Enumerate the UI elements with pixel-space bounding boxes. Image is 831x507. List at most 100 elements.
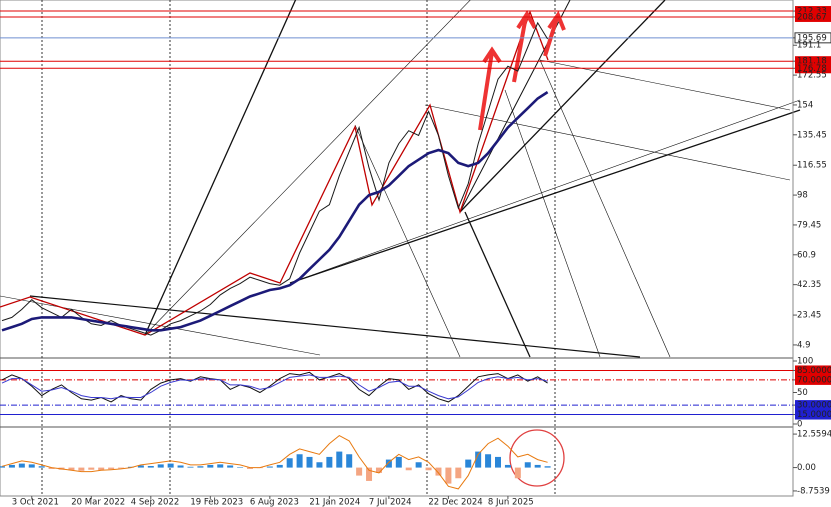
x-tick-label: 19 Feb 2023 xyxy=(190,498,243,507)
y-tick-label: 116.55 xyxy=(797,161,827,171)
tick-label-bg xyxy=(795,6,831,17)
y-tick-label: 15.0000 xyxy=(797,410,831,420)
tick-label-bg xyxy=(795,56,831,67)
histogram-bar xyxy=(346,454,353,468)
histogram-bar xyxy=(197,466,204,468)
histogram-bar xyxy=(524,462,531,468)
y-tick-label: 195.69 xyxy=(797,33,827,43)
y-tick-label: 42.35 xyxy=(797,280,821,290)
histogram-bar xyxy=(425,467,432,471)
y-tick-label: -8.7539 xyxy=(797,486,830,496)
tick-label-bg xyxy=(795,11,831,22)
period-separators xyxy=(41,0,556,496)
histogram-bar xyxy=(495,456,501,468)
histogram-bar xyxy=(514,467,521,479)
histogram-bar xyxy=(177,465,184,468)
y-tick-label: 79.45 xyxy=(797,220,821,230)
histogram-bar xyxy=(504,464,511,468)
histogram-bar xyxy=(108,467,115,470)
y-tick-label: 70.0000 xyxy=(797,375,831,385)
y-tick-label: 212.33 xyxy=(797,7,827,17)
tick-label-bg xyxy=(795,365,831,376)
histogram-bar xyxy=(98,467,105,471)
histogram-bar xyxy=(217,464,224,468)
x-tick-label: 7 Jul 2024 xyxy=(369,498,412,507)
histogram-bar xyxy=(187,466,194,468)
histogram-bar xyxy=(405,467,412,471)
y-tick-label: 191.1 xyxy=(797,41,821,51)
y-tick-label: 60.9 xyxy=(797,250,816,260)
y-tick-label: 30.0000 xyxy=(797,401,831,411)
y-tick-label: 208.67 xyxy=(797,12,827,22)
y-tick-label: 172.55 xyxy=(797,71,827,81)
arrows xyxy=(478,10,566,131)
histogram-bar xyxy=(227,465,234,468)
histogram-bar xyxy=(306,456,313,468)
x-tick-label: 6 Aug 2023 xyxy=(250,498,299,507)
series-line xyxy=(1,435,548,490)
histogram-bar xyxy=(68,467,75,471)
histogram-bar xyxy=(266,466,273,468)
histogram-bar xyxy=(544,466,551,468)
y-tick-label: 176.78 xyxy=(797,64,827,74)
y-tick-label: 181.18 xyxy=(797,57,827,67)
histogram-bar xyxy=(38,466,45,468)
y-tick-label: 135.45 xyxy=(797,130,827,140)
histogram-bar xyxy=(455,467,462,479)
histogram-bar xyxy=(445,467,452,484)
histogram-bar xyxy=(366,467,373,481)
tick-label-bg xyxy=(795,63,831,74)
histogram-bar xyxy=(207,464,214,468)
series-line xyxy=(1,91,549,332)
histogram-bar xyxy=(28,464,35,468)
x-tick-label: 4 Sep 2022 xyxy=(131,498,179,507)
x-tick-label: 3 Oct 2021 xyxy=(12,498,59,507)
histogram-bar xyxy=(118,467,125,469)
histogram-bar xyxy=(137,465,144,468)
histogram-bar xyxy=(0,466,5,468)
histogram-bar xyxy=(356,467,363,476)
x-tick-label: 22 Dec 2024 xyxy=(428,498,482,507)
series-line xyxy=(1,374,548,400)
histogram-bar xyxy=(88,467,95,470)
tick-label-bg xyxy=(795,409,831,420)
y-tick-label: 23.45 xyxy=(797,311,821,321)
histogram-bar xyxy=(167,463,174,468)
histogram-bar xyxy=(237,467,244,468)
histogram-bar xyxy=(435,467,442,476)
tick-label-bg xyxy=(795,400,831,411)
histogram-bar xyxy=(157,464,164,468)
histogram-bar xyxy=(78,467,85,471)
y-tick-label: 100 xyxy=(797,357,813,367)
histogram-bar xyxy=(247,467,253,469)
histogram-bar xyxy=(375,467,382,473)
histogram-bar xyxy=(395,456,402,468)
y-tick-label: 50 xyxy=(797,388,808,398)
x-tick-label: 20 Mar 2022 xyxy=(71,498,125,507)
histogram-bar xyxy=(48,467,55,469)
y-tick-label: 12.5594 xyxy=(797,430,831,440)
histogram-bar xyxy=(18,463,25,468)
x-tick-label: 21 Jan 2024 xyxy=(309,498,360,507)
histogram-bar xyxy=(286,458,293,468)
plot-frame xyxy=(0,0,794,497)
histogram-bar xyxy=(465,459,472,468)
histogram-bar xyxy=(147,465,154,468)
histogram-bar xyxy=(296,454,303,468)
y-tick-label: 0.00 xyxy=(797,463,816,473)
series-line xyxy=(1,371,548,403)
tick-label-bg xyxy=(795,374,831,385)
y-tick-label: 4.9 xyxy=(797,340,811,350)
x-tick-label: 8 Jun 2025 xyxy=(488,498,534,507)
histogram-bar xyxy=(385,459,392,468)
histogram-bar xyxy=(316,462,323,468)
histogram-bar xyxy=(336,451,343,468)
y-tick-label: 154 xyxy=(797,100,813,110)
y-tick-label: 0 xyxy=(797,419,802,429)
histogram-bar xyxy=(276,464,283,468)
tick-label-bg xyxy=(794,32,831,44)
highlight-circle xyxy=(509,429,565,487)
histogram-bar xyxy=(485,454,492,468)
histogram-bar xyxy=(415,462,422,468)
